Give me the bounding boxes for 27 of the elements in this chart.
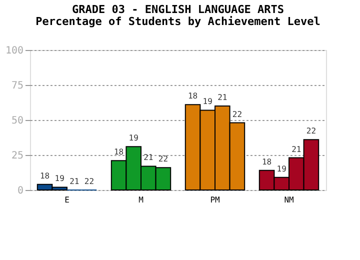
chart-title: GRADE 03 - ENGLISH LANGUAGE ARTS — [72, 3, 284, 16]
text: 22 — [232, 110, 242, 119]
text: 22 — [306, 126, 316, 136]
y-tick-label: 100 — [5, 46, 24, 56]
text: 21 — [144, 153, 154, 162]
text: 18 — [262, 157, 272, 166]
series-label: 21 — [70, 177, 80, 186]
y-tick-label: 50 — [11, 116, 24, 126]
series-label: 18 — [40, 171, 50, 180]
text: 21 — [218, 93, 228, 102]
series-label: 22 — [84, 177, 94, 186]
text: 18 — [188, 92, 198, 101]
x-tick-label: M — [138, 196, 144, 204]
x-tick-label: PM — [210, 196, 220, 204]
text: 18 — [114, 148, 124, 157]
y-tick-label: 75 — [11, 80, 24, 92]
y-tick-label: 25 — [11, 150, 24, 162]
text: 19 — [202, 97, 212, 106]
y-tick-label: 0 — [17, 186, 24, 196]
text: 19 — [276, 164, 286, 174]
text: 22 — [158, 154, 168, 164]
chart-subtitle: Percentage of Students by Achievement Level — [36, 15, 320, 28]
text: 19 — [128, 134, 138, 143]
series-label: 19 — [54, 174, 65, 184]
text: 21 — [292, 144, 302, 154]
x-tick-label: NM — [284, 196, 294, 204]
x-tick-label: E — [64, 196, 70, 204]
